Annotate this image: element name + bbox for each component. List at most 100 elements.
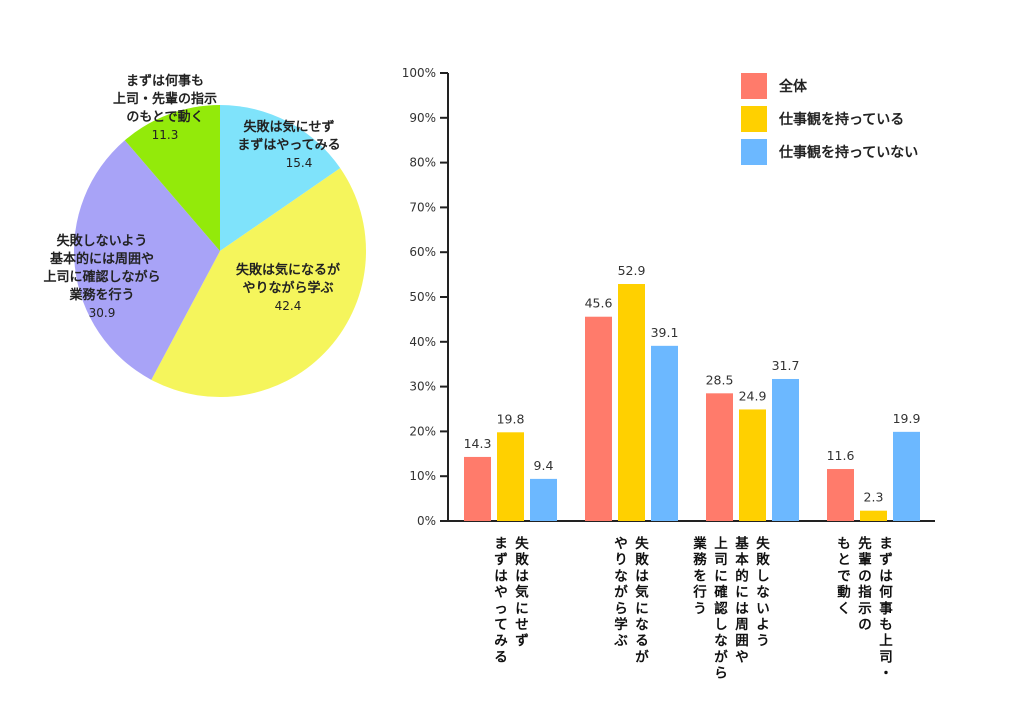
pie-slice-label: 上司に確認しながら [43,269,160,285]
pie-slice-value: 11.3 [152,128,179,142]
svg-text:敗: 敗 [635,551,649,568]
y-tick-label: 20% [409,424,436,438]
category-label-column: 失敗は気にせず [515,535,529,649]
y-tick-label: 50% [409,290,436,304]
svg-text:よ: よ [756,617,770,633]
svg-text:や: や [494,585,508,601]
pie-slice-value: 30.9 [89,306,116,320]
bar-value-label: 31.7 [772,358,800,373]
svg-text:う: う [756,633,770,649]
svg-text:敗: 敗 [756,551,770,568]
svg-text:失: 失 [635,535,649,552]
svg-text:は: は [879,568,893,584]
pie-slice [74,140,220,380]
bar-chart: 14.3 19.8 9.4 45.6 52.9 39.1 28.5 24.9 31.7 11.6 2… [464,263,920,521]
pie-chart [74,105,366,398]
svg-text:は: は [494,568,508,584]
svg-text:ま: ま [879,536,893,552]
svg-text:的: 的 [735,567,749,584]
bar [618,284,645,521]
svg-text:ず: ず [494,551,508,568]
svg-text:輩: 輩 [858,551,872,568]
y-tick-label: 90% [409,111,436,125]
bar-value-label: 19.8 [497,411,525,426]
svg-text:し: し [756,568,770,584]
bar-chart-y-axis: 0% 10% 20% 30% 40% 50% 60% 70% 80% 90% 100% [402,66,935,528]
svg-text:司: 司 [714,552,728,568]
category-label-column: まずはやってみる [494,536,508,665]
bar-value-label: 24.9 [739,388,767,403]
bar [772,378,799,521]
category-label-column: もとで動く [837,536,851,617]
pie-slice-label: 業務を行う [68,287,134,303]
svg-text:は: は [515,568,529,584]
pie-slice-label: のもとで動く [126,109,203,125]
bar [893,431,920,521]
svg-text:の: の [858,617,872,633]
svg-text:に: に [515,601,529,617]
svg-text:気: 気 [515,584,529,601]
y-tick-label: 10% [409,469,436,483]
svg-text:の: の [858,568,872,584]
svg-text:も: も [837,536,851,552]
legend-swatch [741,139,767,165]
svg-text:を: を [693,568,707,584]
svg-text:上: 上 [879,633,893,649]
svg-text:る: る [635,633,649,649]
svg-text:業: 業 [692,535,707,552]
svg-text:何: 何 [879,584,893,601]
category-label-column: やりながら学ぶ [613,536,628,649]
pie-slice-label: 基本的には周囲や [49,251,154,267]
y-tick-label: 60% [409,245,436,259]
svg-text:動: 動 [837,584,851,601]
legend-label: 全体 [778,78,808,95]
svg-text:な: な [714,633,728,649]
svg-text:て: て [494,617,508,633]
svg-text:せ: せ [515,617,529,633]
legend-label: 仕事観を持っている [778,111,904,128]
svg-text:本: 本 [735,551,749,568]
bar [651,345,678,521]
legend-swatch [741,106,767,132]
svg-text:な: な [635,617,649,633]
category-label-column: 基本的には周囲や [735,535,749,665]
svg-text:が: が [635,648,649,665]
y-tick-label: 0% [417,514,436,528]
bar-value-label: 45.6 [585,296,613,311]
svg-text:司: 司 [879,649,893,665]
category-label-column: 上司に確認しながら [714,536,728,682]
svg-text:気: 気 [635,584,649,601]
svg-text:し: し [714,617,728,633]
svg-text:や: や [614,536,628,552]
y-tick-label: 40% [409,335,436,349]
pie-slice-label: まずは何事も [126,73,204,89]
svg-text:先: 先 [858,535,872,552]
pie-slice [151,168,366,398]
legend-swatch [741,73,767,99]
svg-text:り: り [614,552,628,568]
pie-slice-label: 失敗は気になるが [236,262,340,278]
pie-slice [220,105,341,251]
legend-label: 仕事観を持っていない [778,144,918,161]
svg-text:示: 示 [858,601,872,617]
pie-slice-label: 失敗しないよう [57,233,148,249]
bar [739,409,766,521]
bar [585,316,612,521]
bar-chart-category-labels: 失敗は気にせずまずはやってみる失敗は気になるがやりながら学ぶ失敗しないよう基本的… [494,535,893,682]
svg-text:務: 務 [693,551,707,568]
svg-text:基: 基 [735,535,749,552]
svg-text:な: な [756,585,770,601]
svg-text:も: も [879,617,893,633]
svg-text:は: は [735,601,749,617]
svg-text:ず: ず [515,632,529,649]
category-label-column: 失敗しないよう [756,535,770,649]
category-label-column: 失敗は気になるが [635,535,649,665]
svg-text:ら: ら [714,666,728,682]
svg-text:み: み [494,633,508,649]
pie-slice [124,105,220,251]
bar-value-label: 2.3 [864,490,884,505]
svg-text:周: 周 [735,617,749,633]
